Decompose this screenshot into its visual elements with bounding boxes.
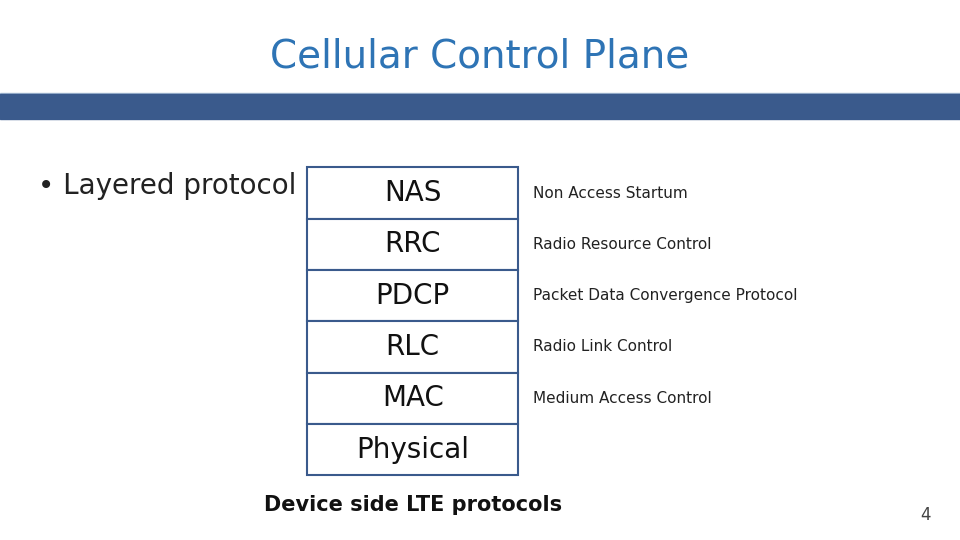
Text: MAC: MAC xyxy=(382,384,444,412)
Text: PDCP: PDCP xyxy=(375,282,450,309)
Text: Medium Access Control: Medium Access Control xyxy=(533,391,711,406)
Bar xyxy=(0,94,960,119)
Text: 4: 4 xyxy=(921,506,931,524)
Text: Cellular Control Plane: Cellular Control Plane xyxy=(271,38,689,76)
Bar xyxy=(307,321,518,373)
Text: Non Access Startum: Non Access Startum xyxy=(533,186,687,200)
Text: Device side LTE protocols: Device side LTE protocols xyxy=(264,495,562,515)
Bar xyxy=(307,424,518,475)
Bar xyxy=(307,270,518,321)
Bar xyxy=(0,93,960,94)
Text: Radio Link Control: Radio Link Control xyxy=(533,340,672,354)
Bar xyxy=(307,219,518,270)
Text: RLC: RLC xyxy=(386,333,440,361)
Text: • Layered protocol stack: • Layered protocol stack xyxy=(38,172,379,200)
Bar xyxy=(307,167,518,219)
Text: Radio Resource Control: Radio Resource Control xyxy=(533,237,711,252)
Text: NAS: NAS xyxy=(384,179,442,207)
Bar xyxy=(307,373,518,424)
Text: Physical: Physical xyxy=(356,436,469,463)
Text: RRC: RRC xyxy=(385,231,441,258)
Text: Packet Data Convergence Protocol: Packet Data Convergence Protocol xyxy=(533,288,798,303)
